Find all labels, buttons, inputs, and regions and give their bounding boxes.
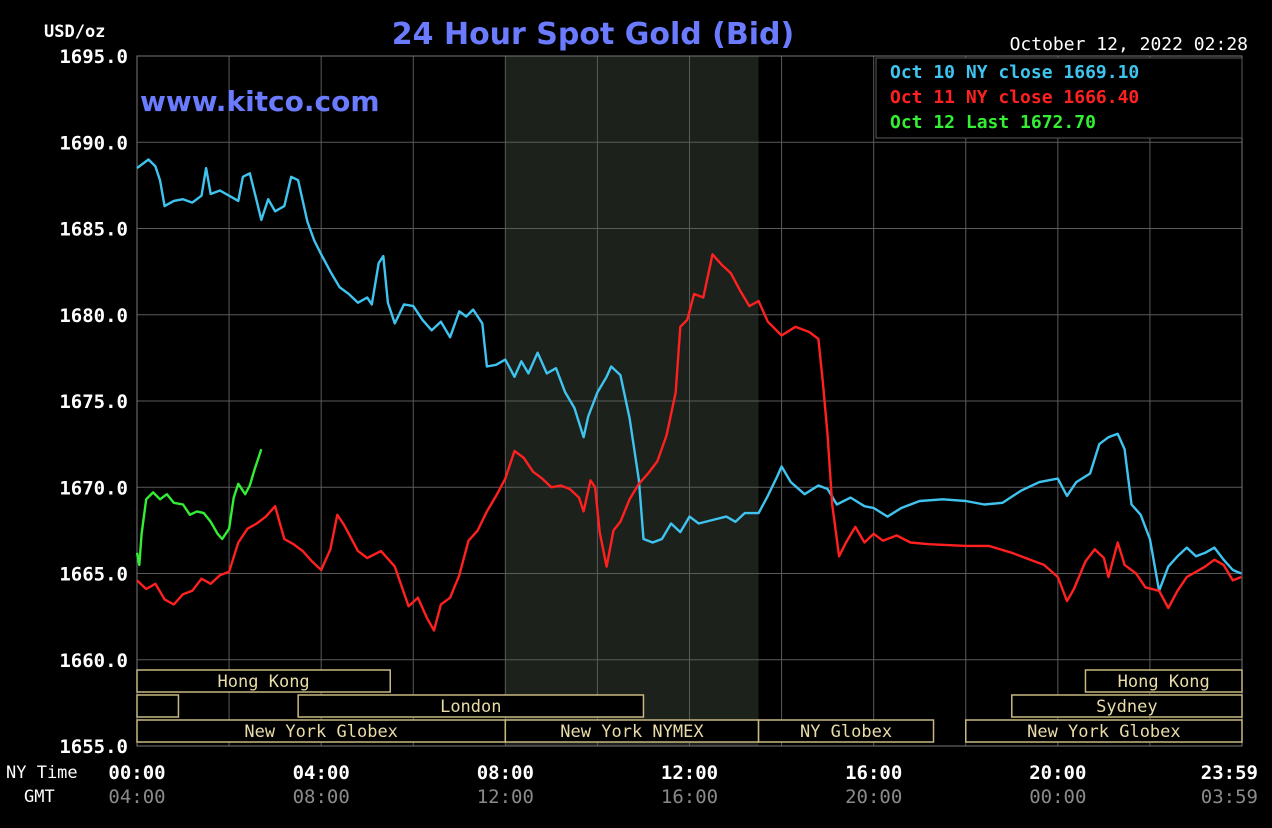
session-hong-kong: Hong Kong — [136, 669, 391, 693]
y-tick-label: 1660.0 — [59, 650, 128, 672]
y-tick-label: 1655.0 — [59, 736, 128, 758]
y-tick-label: 1670.0 — [59, 477, 128, 499]
x-tick-label-ny: 20:00 — [1029, 762, 1086, 784]
session-hong-kong: Hong Kong — [1084, 669, 1243, 693]
session-label: New York Globex — [244, 722, 398, 742]
session-new-york-nymex: New York NYMEX — [504, 719, 760, 743]
session-london: London — [297, 694, 645, 718]
session-unlabeled — [136, 694, 180, 718]
session-label: NY Globex — [800, 722, 892, 742]
session-sydney: Sydney — [1011, 694, 1243, 718]
y-axis-tick-labels: 1695.0 1690.0 1685.0 1680.0 1675.0 1670.0 1665… — [59, 46, 128, 758]
x-tick-label-gmt: 12:00 — [477, 786, 534, 808]
x-tick-label-gmt: 08:00 — [293, 786, 350, 808]
session-bar — [757, 719, 935, 743]
legend-box — [875, 57, 1243, 139]
session-bar — [965, 719, 1243, 743]
y-axis-unit: USD/oz — [44, 22, 105, 42]
x-tick-label-ny: 04:00 — [293, 762, 350, 784]
session-label: Sydney — [1096, 697, 1157, 717]
y-tick-label: 1690.0 — [59, 132, 128, 154]
session-label: New York NYMEX — [560, 722, 704, 742]
y-tick-label: 1680.0 — [59, 305, 128, 327]
x-tick-label-ny: 00:00 — [108, 762, 165, 784]
session-label: London — [440, 697, 501, 717]
chart-title: 24 Hour Spot Gold (Bid) — [392, 17, 794, 52]
x-tick-label-gmt: 16:00 — [661, 786, 718, 808]
ny-time-label: NY Time — [6, 763, 78, 783]
series-line-oct-12 — [135, 448, 263, 567]
session-label: New York Globex — [1027, 722, 1181, 742]
market-sessions: Hong Kong Hong Kong London Sydney New York G… — [136, 669, 1243, 743]
x-tick-label-ny: 12:00 — [661, 762, 718, 784]
session-label: Hong Kong — [218, 672, 310, 692]
grid-lines — [136, 55, 1243, 747]
y-tick-label: 1695.0 — [59, 46, 128, 68]
x-tick-label-gmt: 00:00 — [1029, 786, 1086, 808]
y-tick-label: 1675.0 — [59, 391, 128, 413]
session-bar — [1084, 669, 1243, 693]
session-bar — [1011, 694, 1243, 718]
gmt-label: GMT — [24, 787, 55, 807]
x-tick-label-gmt: 04:00 — [108, 786, 165, 808]
legend-item-oct12: Oct 12 Last 1672.70 — [890, 112, 1096, 133]
x-tick-label-ny: 08:00 — [477, 762, 534, 784]
session-label: Hong Kong — [1118, 672, 1210, 692]
x-tick-label-ny: 23:59 — [1201, 762, 1258, 784]
x-tick-label-gmt: 20:00 — [845, 786, 902, 808]
legend: Oct 10 NY close 1669.10 Oct 11 NY close … — [875, 57, 1243, 139]
series-line-oct-10 — [136, 158, 1242, 592]
session-bar — [136, 669, 391, 693]
y-tick-label: 1665.0 — [59, 564, 128, 586]
x-tick-label-gmt: 03:59 — [1201, 786, 1258, 808]
session-new-york-globex: New York Globex — [136, 719, 507, 743]
plot-frame — [136, 55, 1243, 747]
chart-timestamp: October 12, 2022 02:28 — [1010, 34, 1248, 55]
session-bar — [136, 694, 180, 718]
price-lines — [135, 158, 1242, 632]
session-new-york-globex: New York Globex — [965, 719, 1243, 743]
x-tick-label-ny: 16:00 — [845, 762, 902, 784]
y-tick-label: 1685.0 — [59, 219, 128, 241]
series-line-oct-11 — [136, 253, 1242, 632]
session-ny-globex: NY Globex — [757, 719, 935, 743]
x-axis-tick-labels: 00:00 04:00 08:00 12:00 16:00 20:00 23:5904:00… — [108, 762, 1258, 808]
legend-item-oct10: Oct 10 NY close 1669.10 — [890, 62, 1139, 83]
site-watermark: www.kitco.com — [140, 85, 380, 118]
legend-item-oct11: Oct 11 NY close 1666.40 — [890, 87, 1139, 108]
session-bar — [297, 694, 645, 718]
